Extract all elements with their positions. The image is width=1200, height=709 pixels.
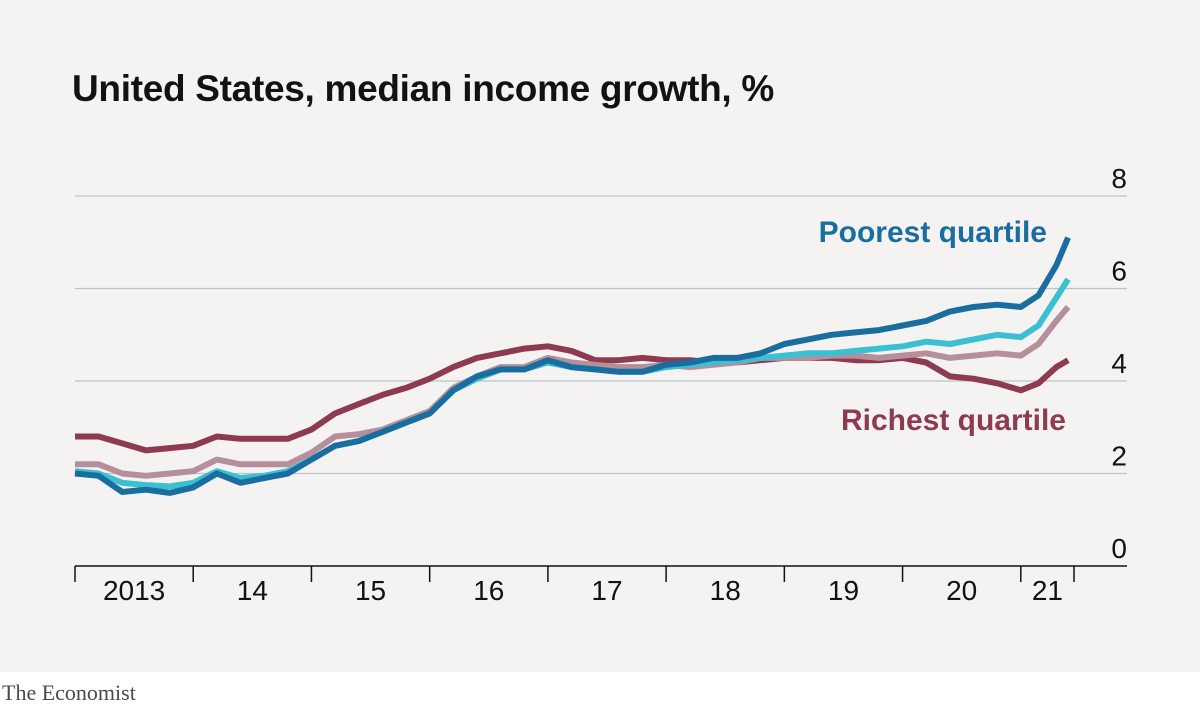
x-tick-label-18: 18: [710, 575, 741, 606]
series-lines: [74, 236, 1071, 496]
y-tick-label-0: 0: [1111, 533, 1127, 564]
x-tick-label-19: 19: [828, 575, 859, 606]
x-tick-label-2013: 2013: [103, 575, 165, 606]
series-line-quartile-2: [74, 277, 1071, 490]
y-tick-label-8: 8: [1111, 163, 1127, 194]
series-label-richest: Richest quartile: [841, 404, 1066, 437]
y-tick-labels: 0 2 4 6 8: [1111, 163, 1127, 564]
y-tick-label-6: 6: [1111, 256, 1127, 287]
chart-title: United States, median income growth, %: [72, 68, 774, 109]
x-tick-label-20: 20: [946, 575, 977, 606]
series-line-quartile-3: [75, 305, 1071, 479]
series-labels: Poorest quartile Richest quartile: [819, 216, 1066, 437]
y-tick-label-4: 4: [1111, 348, 1127, 379]
series-line-poorest-quartile: [74, 236, 1071, 496]
y-tick-label-2: 2: [1111, 441, 1127, 472]
x-tick-label-21: 21: [1032, 575, 1063, 606]
source-credit: The Economist: [2, 680, 136, 705]
line-chart: 0 2 4 6 8 2013 14 15 16 17 18 19 20 21 Poorest quart…: [74, 163, 1127, 606]
series-label-poorest: Poorest quartile: [819, 216, 1047, 249]
gridlines: [75, 195, 1127, 567]
footer: [0, 672, 1200, 709]
series-line-richest-quartile: [75, 343, 1070, 454]
x-tick-label-17: 17: [591, 575, 622, 606]
x-tick-label-15: 15: [355, 575, 386, 606]
x-tick-label-14: 14: [237, 575, 268, 606]
x-tick-label-16: 16: [473, 575, 504, 606]
x-axis: 2013 14 15 16 17 18 19 20 21: [74, 566, 1075, 606]
